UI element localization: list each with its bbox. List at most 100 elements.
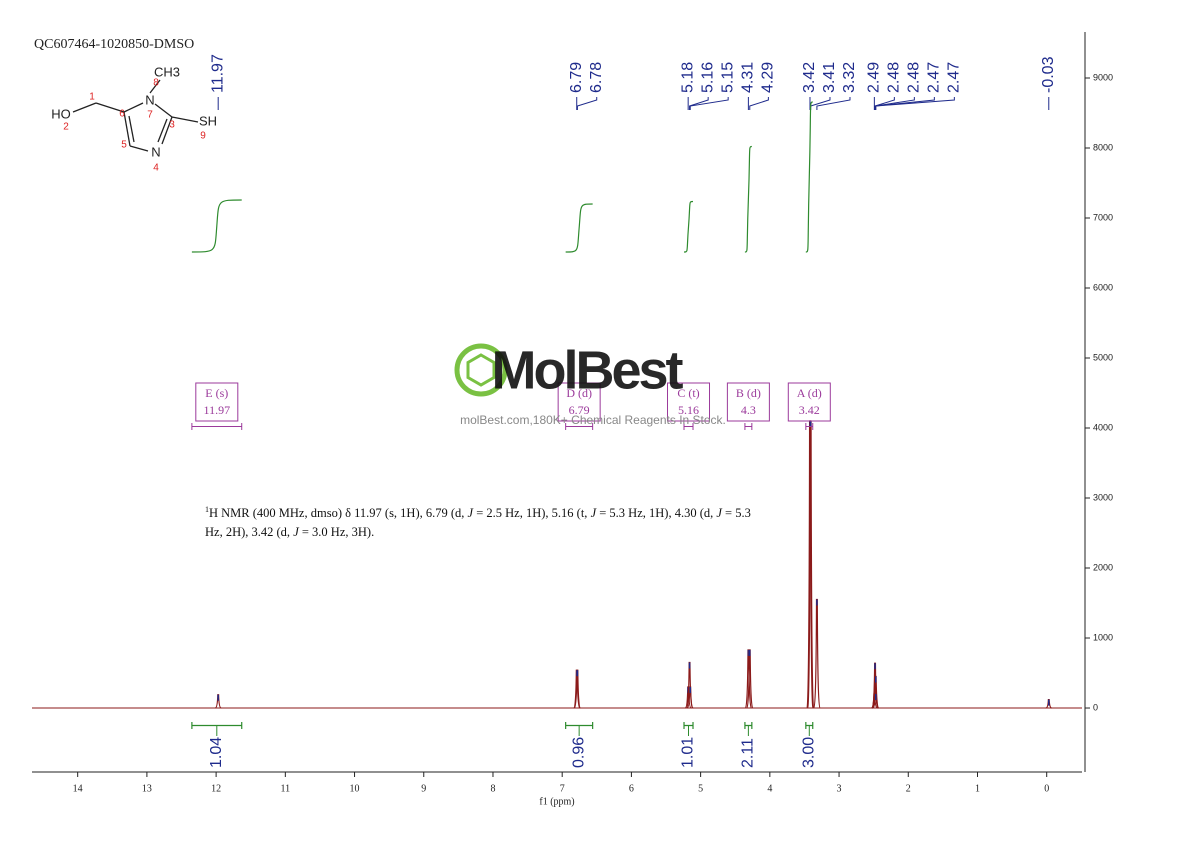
x-tick-label: 11 [281,783,291,794]
multiplet-range [191,423,243,430]
x-tick-label: 0 [1044,783,1049,794]
peak-label: 5.15 [719,62,736,93]
peak-label-connector [810,97,831,110]
watermark-brand: MolBest [491,340,683,400]
atom-label: 4 [153,163,159,174]
multiplet-name: E (s) [205,386,228,400]
y-tick-label: 0 [1093,702,1098,712]
x-tick-label: 5 [698,783,703,794]
atom-label: 8 [153,78,159,89]
atom-label: 9 [200,131,206,142]
x-tick-label: 6 [629,783,634,794]
bond [161,116,173,145]
multiplet-box [557,382,601,422]
x-tick-label: 2 [906,783,911,794]
multiplet-range [805,423,814,430]
watermark-logo [454,343,508,397]
atom-label: CH3 [154,64,180,79]
peak-label-connector [816,97,851,110]
multiplet-box [787,382,831,422]
molecule-bonds [72,79,199,152]
peak-label: 3.42 [801,62,818,93]
integral-bracket [744,722,753,729]
integral-bracket [805,722,814,729]
peak-label: 5.16 [699,62,716,93]
peak-label: 11.97 [209,54,226,93]
integral-curve [744,145,752,253]
atom-label: N [145,92,154,107]
description-text: H NMR (400 MHz, dmso) δ 11.97 (s, 1H), 6… [209,506,468,521]
peak-label-connector [576,97,598,110]
description-text: = 2.5 Hz, 1H), 5.16 (t, [473,506,591,521]
peak-label: 4.29 [760,62,777,93]
x-tick-label: 14 [73,783,83,794]
bond [157,118,168,143]
italic-symbol: J [467,506,474,521]
atom-label: 1 [89,92,95,103]
description-text: = 3.0 Hz, 3H). [298,525,375,540]
integral-curve [684,200,694,253]
atom-label: HO [51,106,71,121]
integral-label: 1.04 [208,737,225,768]
integral-label: 1.01 [680,737,697,768]
multiplet-name: D (d) [566,386,592,400]
y-tick-label: 4000 [1093,422,1113,432]
italic-symbol: J [590,506,597,521]
y-tick-label: 7000 [1093,212,1113,222]
multiplet-box [726,382,770,422]
multiplet-box [195,382,239,422]
peak-label: 2.47 [926,62,943,93]
italic-symbol: J [716,506,722,521]
superscript: 1 [205,505,209,514]
x-tick-label: 7 [560,783,565,794]
peak [813,598,821,709]
peak-label-connector [689,97,709,110]
bond [128,115,135,143]
peak-label: -0.03 [1040,56,1057,93]
x-tick-label: 12 [211,783,221,794]
multiplet-range [565,423,594,430]
integral-label: 3.00 [801,737,818,768]
y-tick-label: 1000 [1093,632,1113,642]
peak-label-connector [749,97,769,110]
bond [95,102,125,113]
integral-label: 0.96 [570,737,587,768]
italic-symbol: J [293,525,299,540]
peak-label: 6.78 [588,62,605,93]
integral-curve [805,101,813,253]
chart-title: QC607464-1020850-DMSO [34,37,194,52]
multiplet-name: C (t) [677,386,699,400]
bond [123,102,144,113]
logo-hexagon [466,353,496,387]
peak [746,649,754,709]
peak-label: 2.48 [906,62,923,93]
description-text: = 5.3 Hz, 1H), 4.30 (d, [596,506,717,521]
atom-label: N [151,144,160,159]
peak-label-connector [875,97,955,110]
integral-curve [191,199,242,253]
multiplet-box [667,382,711,422]
multiplet-name: B (d) [736,386,761,400]
peak-label: 2.49 [866,62,883,93]
atom-label: 5 [121,140,127,151]
y-tick-label: 3000 [1093,492,1113,502]
peak-label: 2.48 [886,62,903,93]
multiplet-shift: 4.3 [741,403,756,417]
peak-label-connector [689,97,729,110]
peak-label: 4.31 [740,62,757,93]
multiplet-range [683,423,694,430]
bond [123,111,131,147]
y-tick-label: 9000 [1093,72,1113,82]
atom-label: 7 [147,110,153,121]
bond [72,102,97,113]
integral-bracket [565,722,594,729]
logo-ring [454,343,508,397]
integral-bracket [191,722,243,729]
atom-label: SH [199,113,217,128]
peak-label-connector [874,97,915,110]
nmr-description: 1H NMR (400 MHz, dmso) δ 11.97 (s, 1H), … [205,500,765,542]
bond [129,145,149,152]
atom-label: 3 [169,120,175,131]
